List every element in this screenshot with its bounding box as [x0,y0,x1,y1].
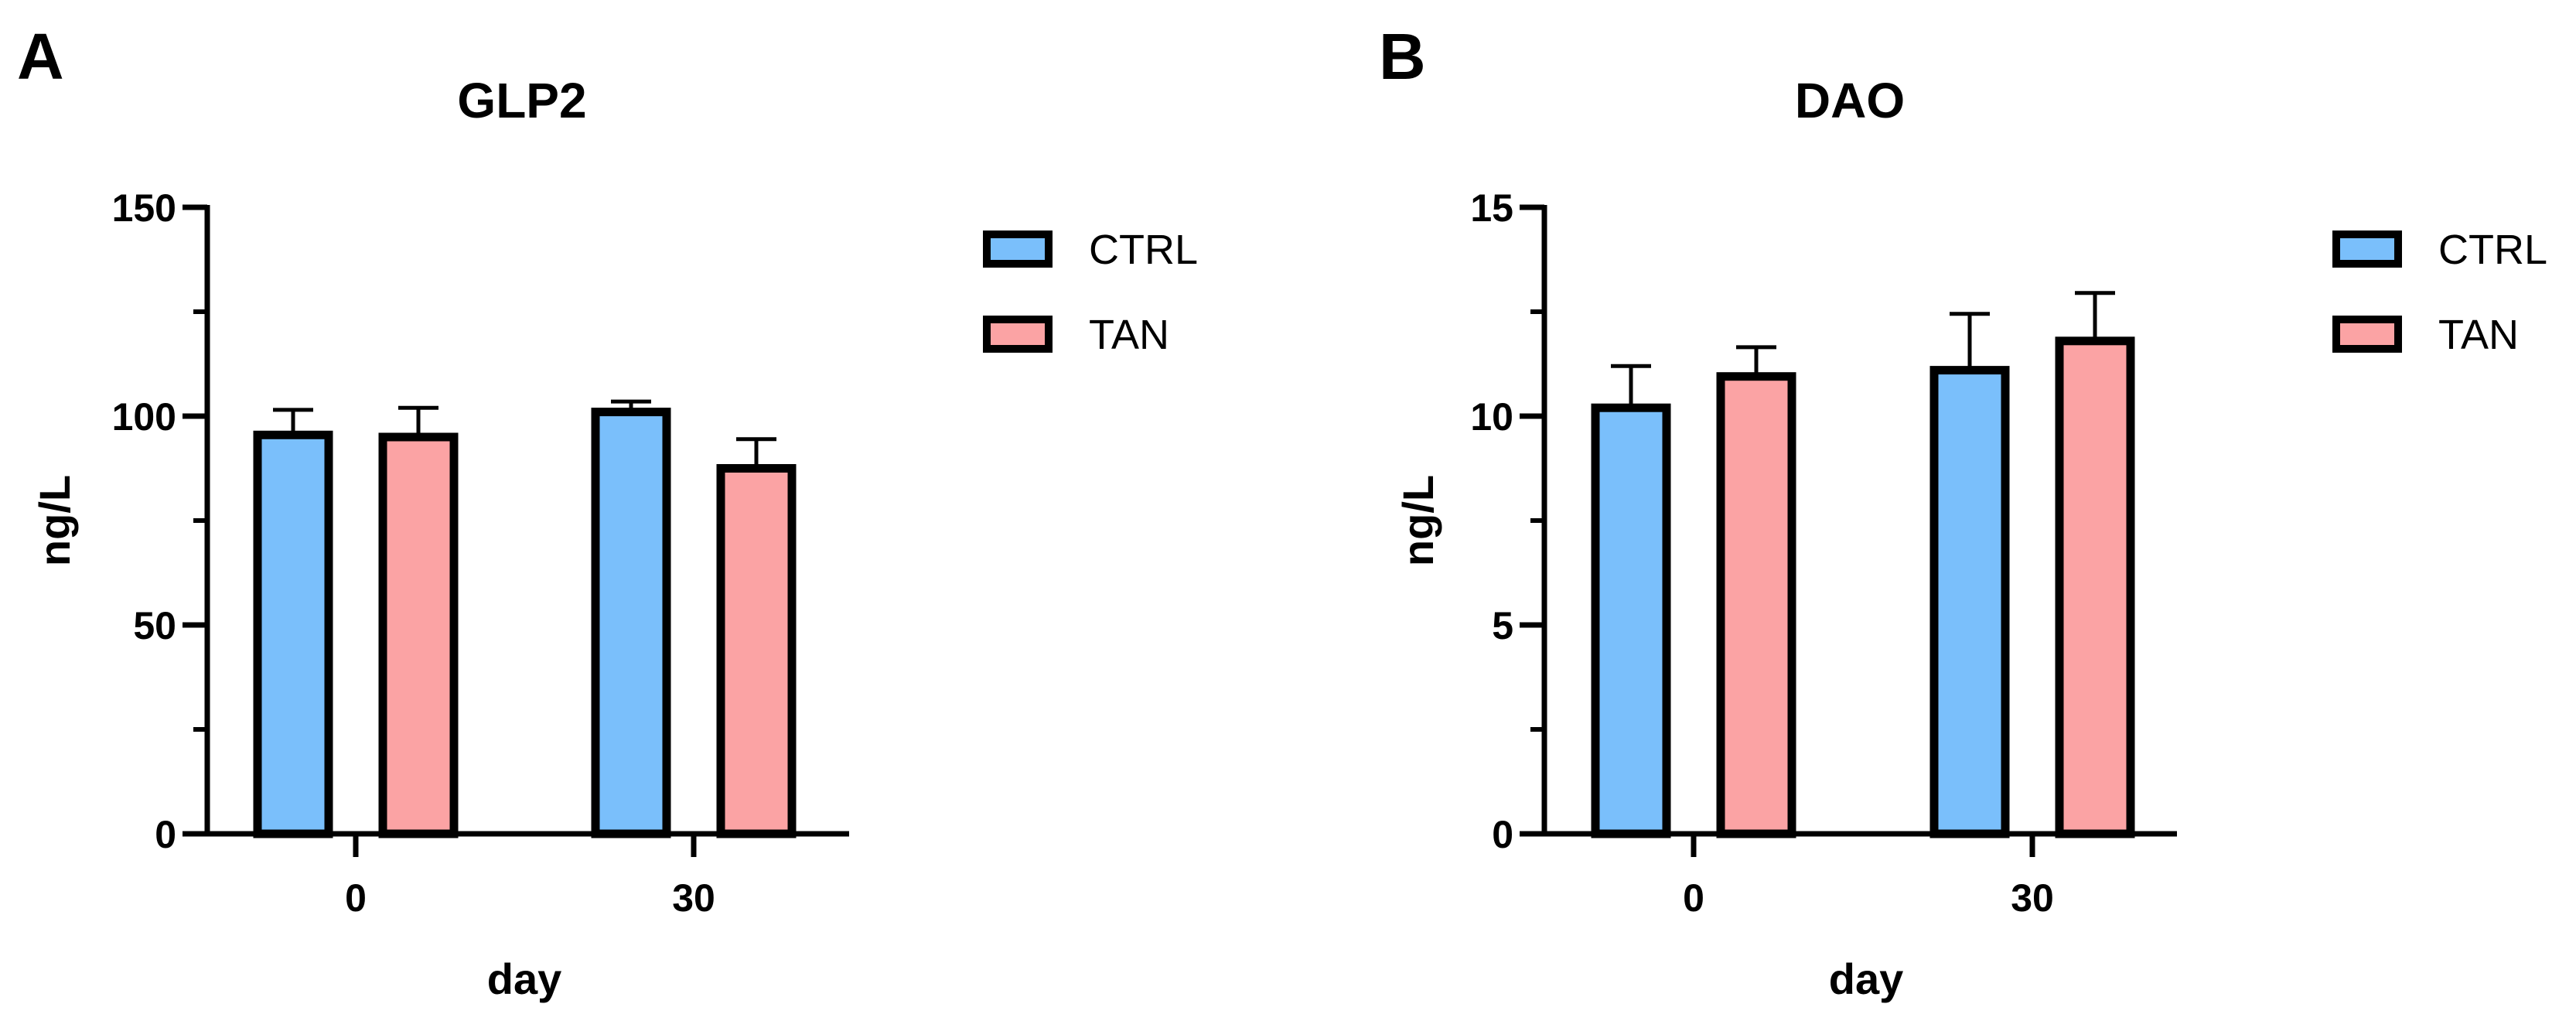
bar-ctrl-30 [591,408,671,838]
legend-label-tan: TAN [2438,312,2519,358]
chart-panel-a: A GLP2 0 50 100 150 ng/L 0 30 day CTRL TAN [17,20,1198,1003]
bar-tan-30 [716,464,797,838]
x-tick-label: 30 [2011,876,2054,920]
x-axis-label: day [487,954,562,1003]
y-tick-label: 15 [1470,186,1513,230]
x-tick-label: 0 [345,876,367,920]
y-axis-label: ng/L [30,475,79,566]
y-tick-label: 100 [112,395,176,439]
legend-swatch-ctrl [2332,230,2402,268]
legend-label-tan: TAN [1089,312,1169,358]
legend-swatch-ctrl [983,230,1053,268]
legend-swatch-tan [983,316,1053,353]
bar-ctrl-30 [1929,366,2010,838]
legend-label-ctrl: CTRL [2438,227,2547,273]
legend-label-ctrl: CTRL [1089,227,1198,273]
x-tick-label: 0 [1683,876,1704,920]
x-axis-label: day [1829,954,1904,1003]
y-tick-label: 0 [1492,813,1513,856]
y-tick-label: 10 [1470,395,1513,439]
y-axis-label: ng/L [1394,475,1442,566]
y-tick-label: 50 [133,604,176,647]
legend-swatch-tan [2332,316,2402,353]
y-tick-label: 0 [155,813,176,856]
bar-ctrl-0 [253,430,333,838]
panel-label: B [1379,20,1426,93]
bar-tan-0 [1716,372,1796,838]
bar-ctrl-0 [1591,403,1671,838]
x-tick-label: 30 [672,876,715,920]
chart-panel-b: B DAO 0 5 10 15 ng/L 0 30 day CTRL TAN [1379,20,2547,1003]
bar-tan-30 [2055,336,2135,838]
chart-title: DAO [1795,73,1905,128]
y-tick-label: 150 [112,186,176,230]
y-tick-label: 5 [1492,604,1513,647]
bar-tan-0 [378,432,459,838]
panel-label: A [17,20,64,93]
chart-title: GLP2 [457,73,586,128]
